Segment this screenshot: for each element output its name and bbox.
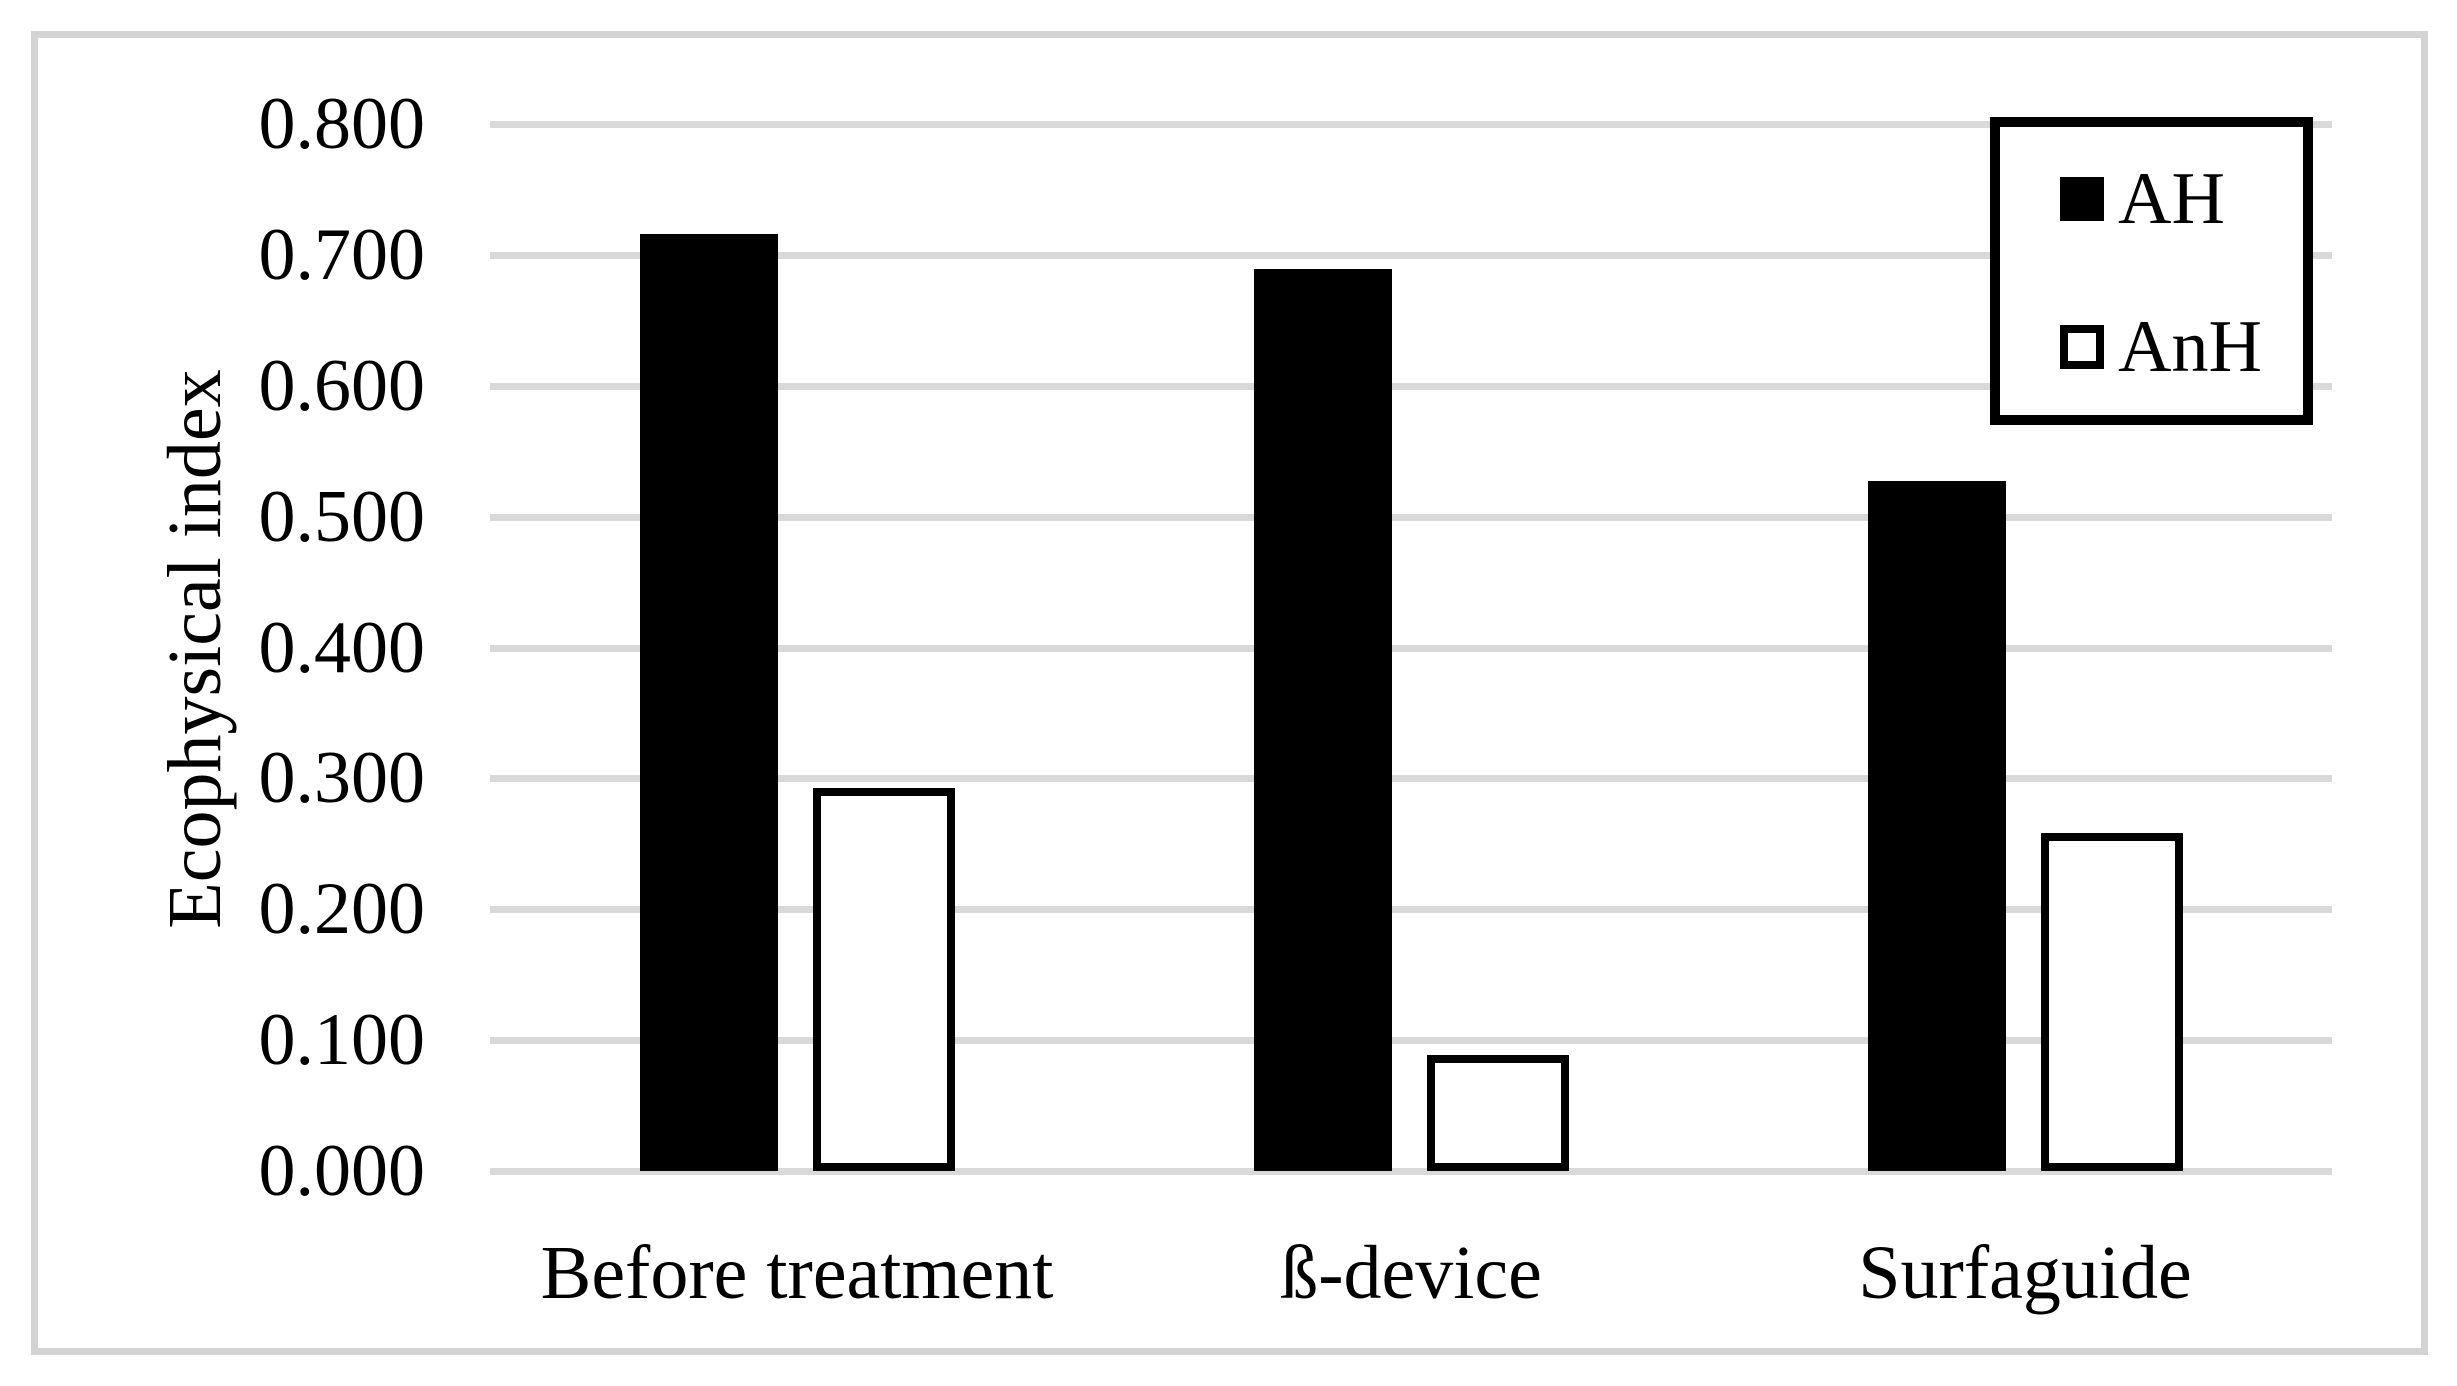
legend-item-anh: AnH [2000,303,2303,391]
bar-anh-3 [2041,833,2183,1171]
y-tick-label-0.300: 0.300 [258,737,426,820]
bar-anh-1 [813,787,955,1171]
y-tick-label-0.500: 0.500 [258,475,426,558]
gridline-0.300 [490,775,2332,783]
gridline-0.600 [490,382,2332,390]
x-category-label-surfaguide: Surfaguide [1858,1231,2192,1315]
bar-ah-2 [1254,269,1392,1171]
y-tick-label-0.000: 0.000 [258,1130,426,1212]
gridline-0.000 [490,1168,2332,1175]
gridline-0.700 [490,251,2332,259]
y-tick-label-0.200: 0.200 [258,868,426,951]
y-tick-label-0.100: 0.100 [258,999,426,1082]
legend-marker-outlined-square-icon [2060,325,2104,369]
gridline-0.200 [490,906,2332,914]
bar-ah-1 [640,233,778,1171]
bar-ah-3 [1868,481,2006,1171]
y-tick-label-0.600: 0.600 [258,344,426,427]
bar-anh-2 [1427,1054,1569,1171]
gridline-0.500 [490,513,2332,521]
legend-label-anh: AnH [2118,306,2262,388]
legend: AH AnH [1990,117,2313,425]
y-tick-label-0.700: 0.700 [258,213,426,296]
legend-label-ah: AH [2118,158,2225,240]
legend-marker-filled-square-icon [2060,177,2104,221]
y-tick-label-0.800: 0.800 [258,83,426,165]
plot-area [490,121,2332,1175]
y-tick-label-0.400: 0.400 [258,606,426,689]
gridline-0.100 [490,1037,2332,1045]
x-category-label-beta-device: ß-device [1280,1231,1542,1315]
gridline-0.400 [490,644,2332,652]
x-category-label-before-treatment: Before treatment [540,1231,1054,1315]
legend-item-ah: AH [2000,155,2303,243]
gridline-0.800 [490,121,2332,128]
